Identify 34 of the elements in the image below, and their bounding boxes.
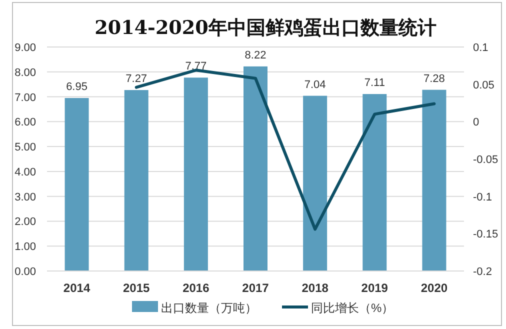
chart-title: 2014-2020年中国鲜鸡蛋出口数量统计 [94,17,436,39]
y2-tick-label: 0.05 [473,79,494,92]
y-tick-label: 7.00 [14,92,36,104]
y2-tick-label: 0 [473,116,480,129]
y-tick-label: 2.00 [14,216,36,228]
y2-tick-label: -0.15 [473,228,498,241]
y2-tick-label: -0.05 [473,154,498,166]
y-tick-label: 0.00 [14,266,36,278]
data-label: 7.27 [126,73,148,86]
y2-tick-label: -0.1 [473,191,492,204]
x-tick-label: 2015 [123,281,150,295]
y-tick-label: 4.00 [14,166,36,178]
y-tick-label: 9.00 [14,42,36,54]
data-label: 8.22 [244,49,266,62]
x-tick-label: 2017 [242,281,270,295]
x-tick-label: 2020 [420,281,448,295]
y-tick-label: 1.00 [14,241,36,254]
x-tick-label: 2014 [63,281,90,295]
data-label: 6.95 [66,81,88,94]
x-tick-label: 2019 [361,281,388,295]
y2-tick-label: -0.2 [473,266,492,278]
x-tick-label: 2018 [302,281,329,295]
y-tick-label: 5.00 [14,142,36,154]
y-tick-label: 3.00 [14,191,36,204]
data-label: 7.28 [424,72,445,85]
y-tick-label: 6.00 [14,116,36,129]
legend-label: 同比增长（%） [311,301,394,315]
y-tick-label: 8.00 [14,66,36,79]
y2-tick-label: 0.1 [473,42,488,54]
data-label: 7.04 [304,78,326,91]
x-tick-label: 2016 [182,281,210,295]
data-label: 7.11 [364,77,385,90]
data-label: 7.77 [185,60,207,73]
legend-label: 出口数量（万吨） [161,301,257,315]
